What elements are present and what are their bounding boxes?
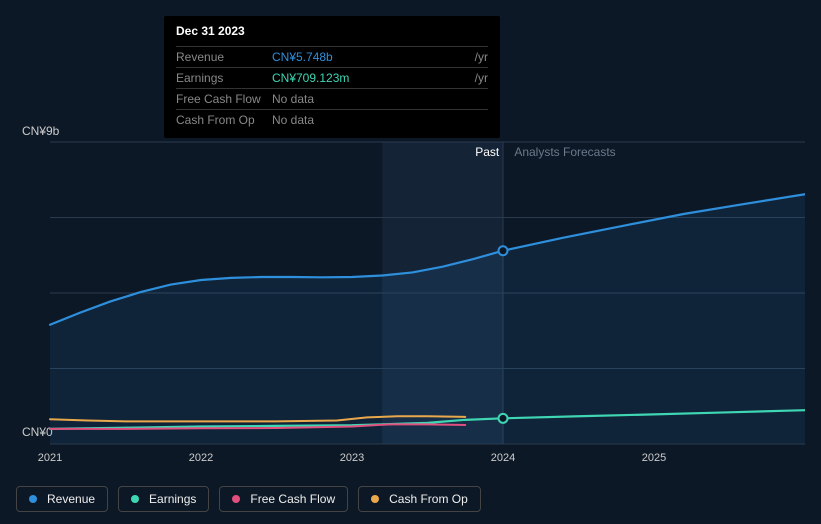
x-axis-tick-label: 2022 xyxy=(189,452,213,464)
tooltip-row-value: CN¥709.123m xyxy=(272,71,471,85)
tooltip-row-label: Cash From Op xyxy=(176,113,272,127)
tooltip-row: Free Cash FlowNo data xyxy=(176,88,488,109)
legend-item-free_cash_flow[interactable]: Free Cash Flow xyxy=(219,486,348,512)
tooltip-row-label: Revenue xyxy=(176,50,272,64)
tooltip-row: Cash From OpNo data xyxy=(176,109,488,130)
x-axis-tick-label: 2021 xyxy=(38,452,62,464)
legend-item-revenue[interactable]: Revenue xyxy=(16,486,108,512)
tooltip-row-label: Free Cash Flow xyxy=(176,92,272,106)
chart-tooltip: Dec 31 2023 RevenueCN¥5.748b /yrEarnings… xyxy=(164,16,500,138)
chart-section-label: Past xyxy=(475,145,500,159)
chart-legend: Revenue Earnings Free Cash Flow Cash From O… xyxy=(16,486,481,512)
legend-dot-icon xyxy=(371,495,379,503)
legend-item-label: Cash From Op xyxy=(389,492,468,506)
legend-item-label: Free Cash Flow xyxy=(250,492,335,506)
chart-section-label: Analysts Forecasts xyxy=(514,145,615,159)
legend-item-label: Earnings xyxy=(149,492,196,506)
legend-item-earnings[interactable]: Earnings xyxy=(118,486,209,512)
chart-area: Past Analysts Forecasts xyxy=(16,120,805,476)
x-axis-tick-label: 2023 xyxy=(340,452,364,464)
legend-item-label: Revenue xyxy=(47,492,95,506)
x-axis-tick-label: 2025 xyxy=(642,452,666,464)
tooltip-row-unit: /yr xyxy=(475,50,488,64)
x-axis-tick-label: 2024 xyxy=(491,452,515,464)
legend-item-cash_from_op[interactable]: Cash From Op xyxy=(358,486,481,512)
legend-dot-icon xyxy=(131,495,139,503)
tooltip-row-unit: /yr xyxy=(475,71,488,85)
legend-dot-icon xyxy=(29,495,37,503)
tooltip-row: EarningsCN¥709.123m /yr xyxy=(176,67,488,88)
legend-dot-icon xyxy=(232,495,240,503)
tooltip-row-value: No data xyxy=(272,113,488,127)
tooltip-date: Dec 31 2023 xyxy=(176,24,488,42)
tooltip-row-value: CN¥5.748b xyxy=(272,50,471,64)
tooltip-row-label: Earnings xyxy=(176,71,272,85)
tooltip-row: RevenueCN¥5.748b /yr xyxy=(176,46,488,67)
tooltip-row-value: No data xyxy=(272,92,488,106)
